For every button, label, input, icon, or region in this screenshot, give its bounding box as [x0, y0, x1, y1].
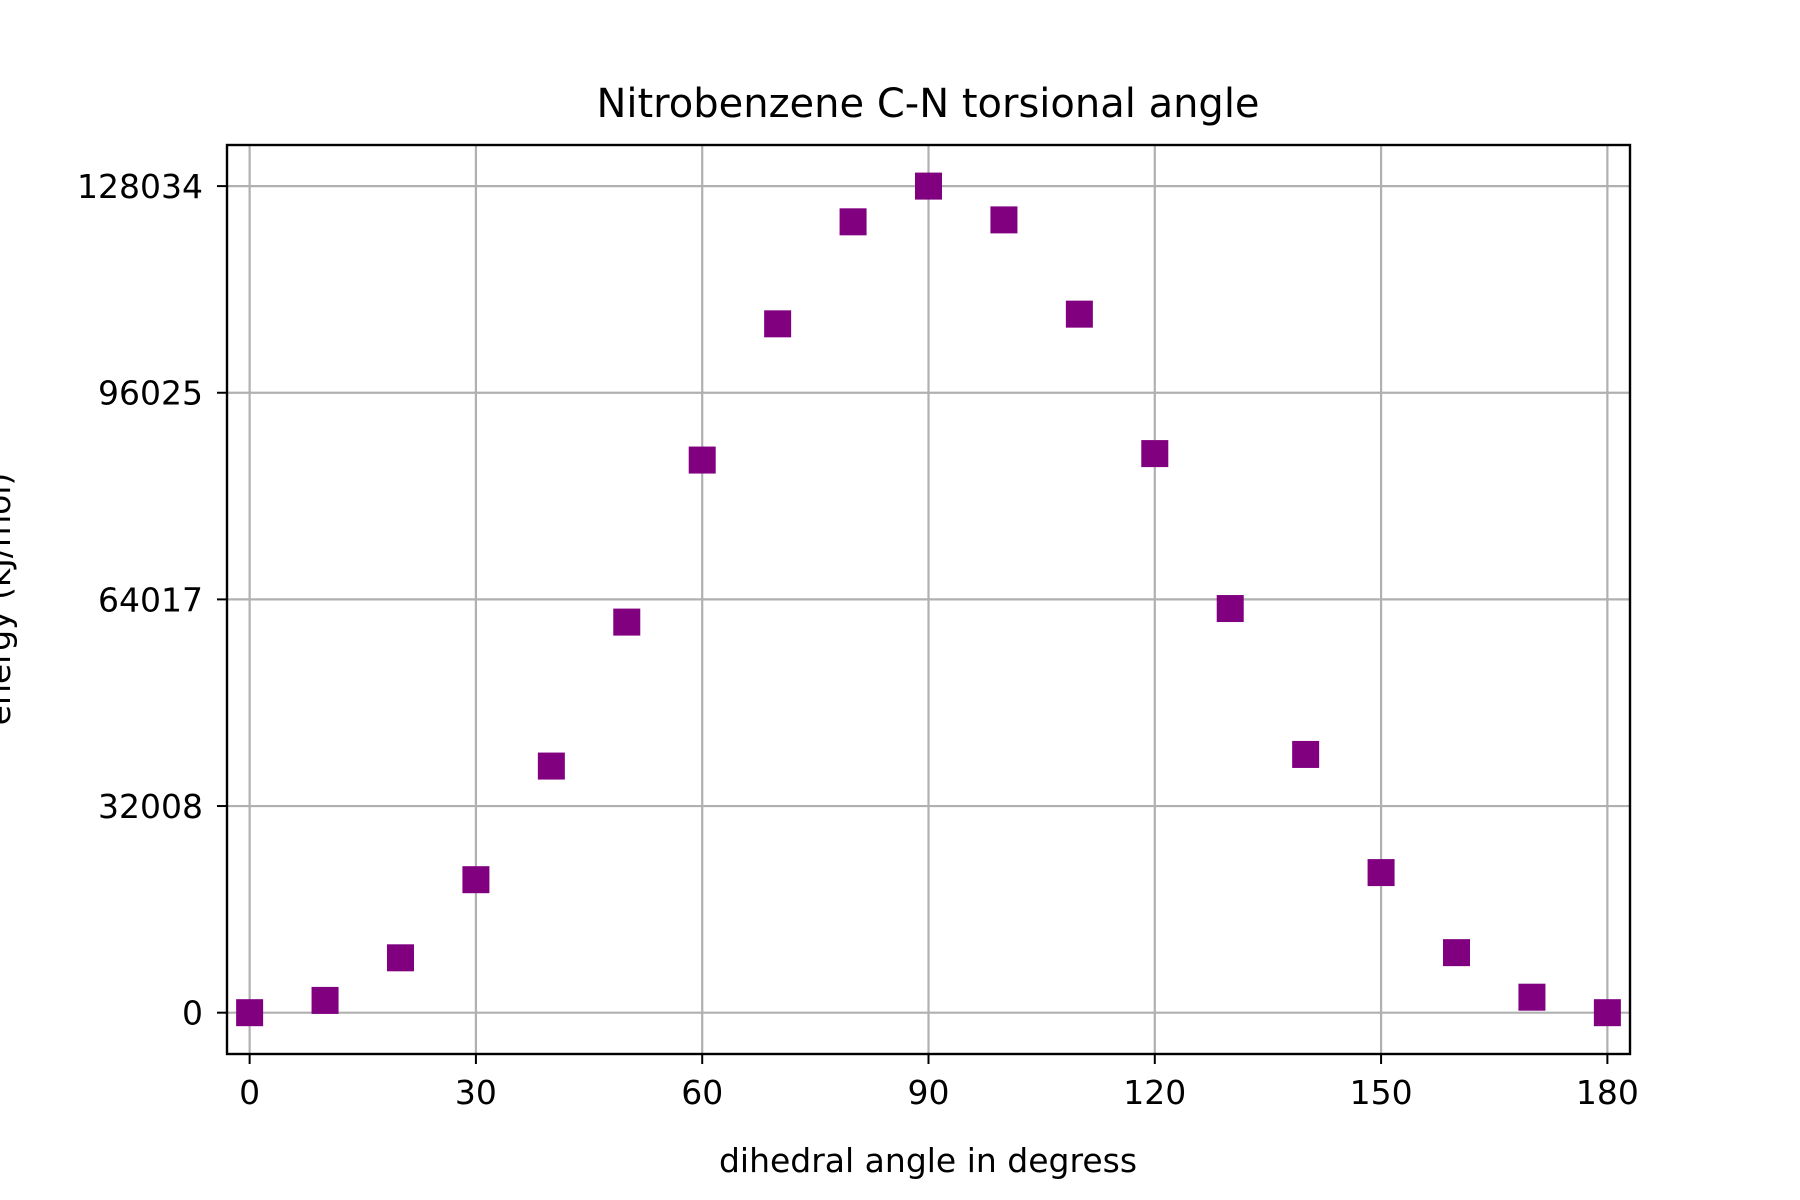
data-point	[1065, 300, 1093, 328]
y-tick-label: 64017	[98, 580, 203, 619]
data-point	[613, 608, 641, 636]
x-tick-label: 120	[1123, 1073, 1186, 1112]
data-point	[1216, 595, 1244, 623]
data-point	[311, 986, 339, 1014]
data-point	[839, 208, 867, 236]
x-tick-label: 150	[1350, 1073, 1413, 1112]
data-point	[1518, 983, 1546, 1011]
y-axis-label: energy (kJ/mol)	[0, 473, 18, 726]
chart-title: Nitrobenzene C-N torsional angle	[596, 81, 1259, 127]
data-point	[688, 446, 716, 474]
data-point	[1367, 859, 1395, 887]
data-point	[462, 866, 490, 894]
axes-frame	[225, 143, 1632, 1056]
data-point	[764, 310, 792, 338]
y-tick-label: 0	[182, 994, 203, 1033]
y-tick-label: 128034	[77, 167, 203, 206]
data-point	[990, 206, 1018, 234]
data-point	[236, 999, 264, 1027]
data-point	[1141, 440, 1169, 468]
data-point	[1593, 999, 1621, 1027]
x-tick-label: 90	[908, 1073, 950, 1112]
data-point	[1443, 939, 1471, 967]
y-tick-label: 96025	[98, 374, 203, 413]
grid-lines	[227, 145, 1630, 1054]
axis-ticks: 0 30 60 90 120 150 180 0 32008 64017 96025 128034	[77, 167, 1639, 1112]
x-tick-label: 180	[1576, 1073, 1639, 1112]
x-axis-label: dihedral angle in degress	[719, 1141, 1137, 1180]
y-tick-label: 32008	[98, 787, 203, 826]
x-tick-label: 60	[681, 1073, 723, 1112]
data-point	[386, 944, 414, 972]
data-point	[1292, 740, 1320, 768]
x-tick-label: 30	[455, 1073, 497, 1112]
data-point	[915, 172, 942, 200]
data-point	[537, 752, 565, 780]
data-points	[236, 172, 1621, 1027]
x-tick-label: 0	[239, 1073, 260, 1112]
